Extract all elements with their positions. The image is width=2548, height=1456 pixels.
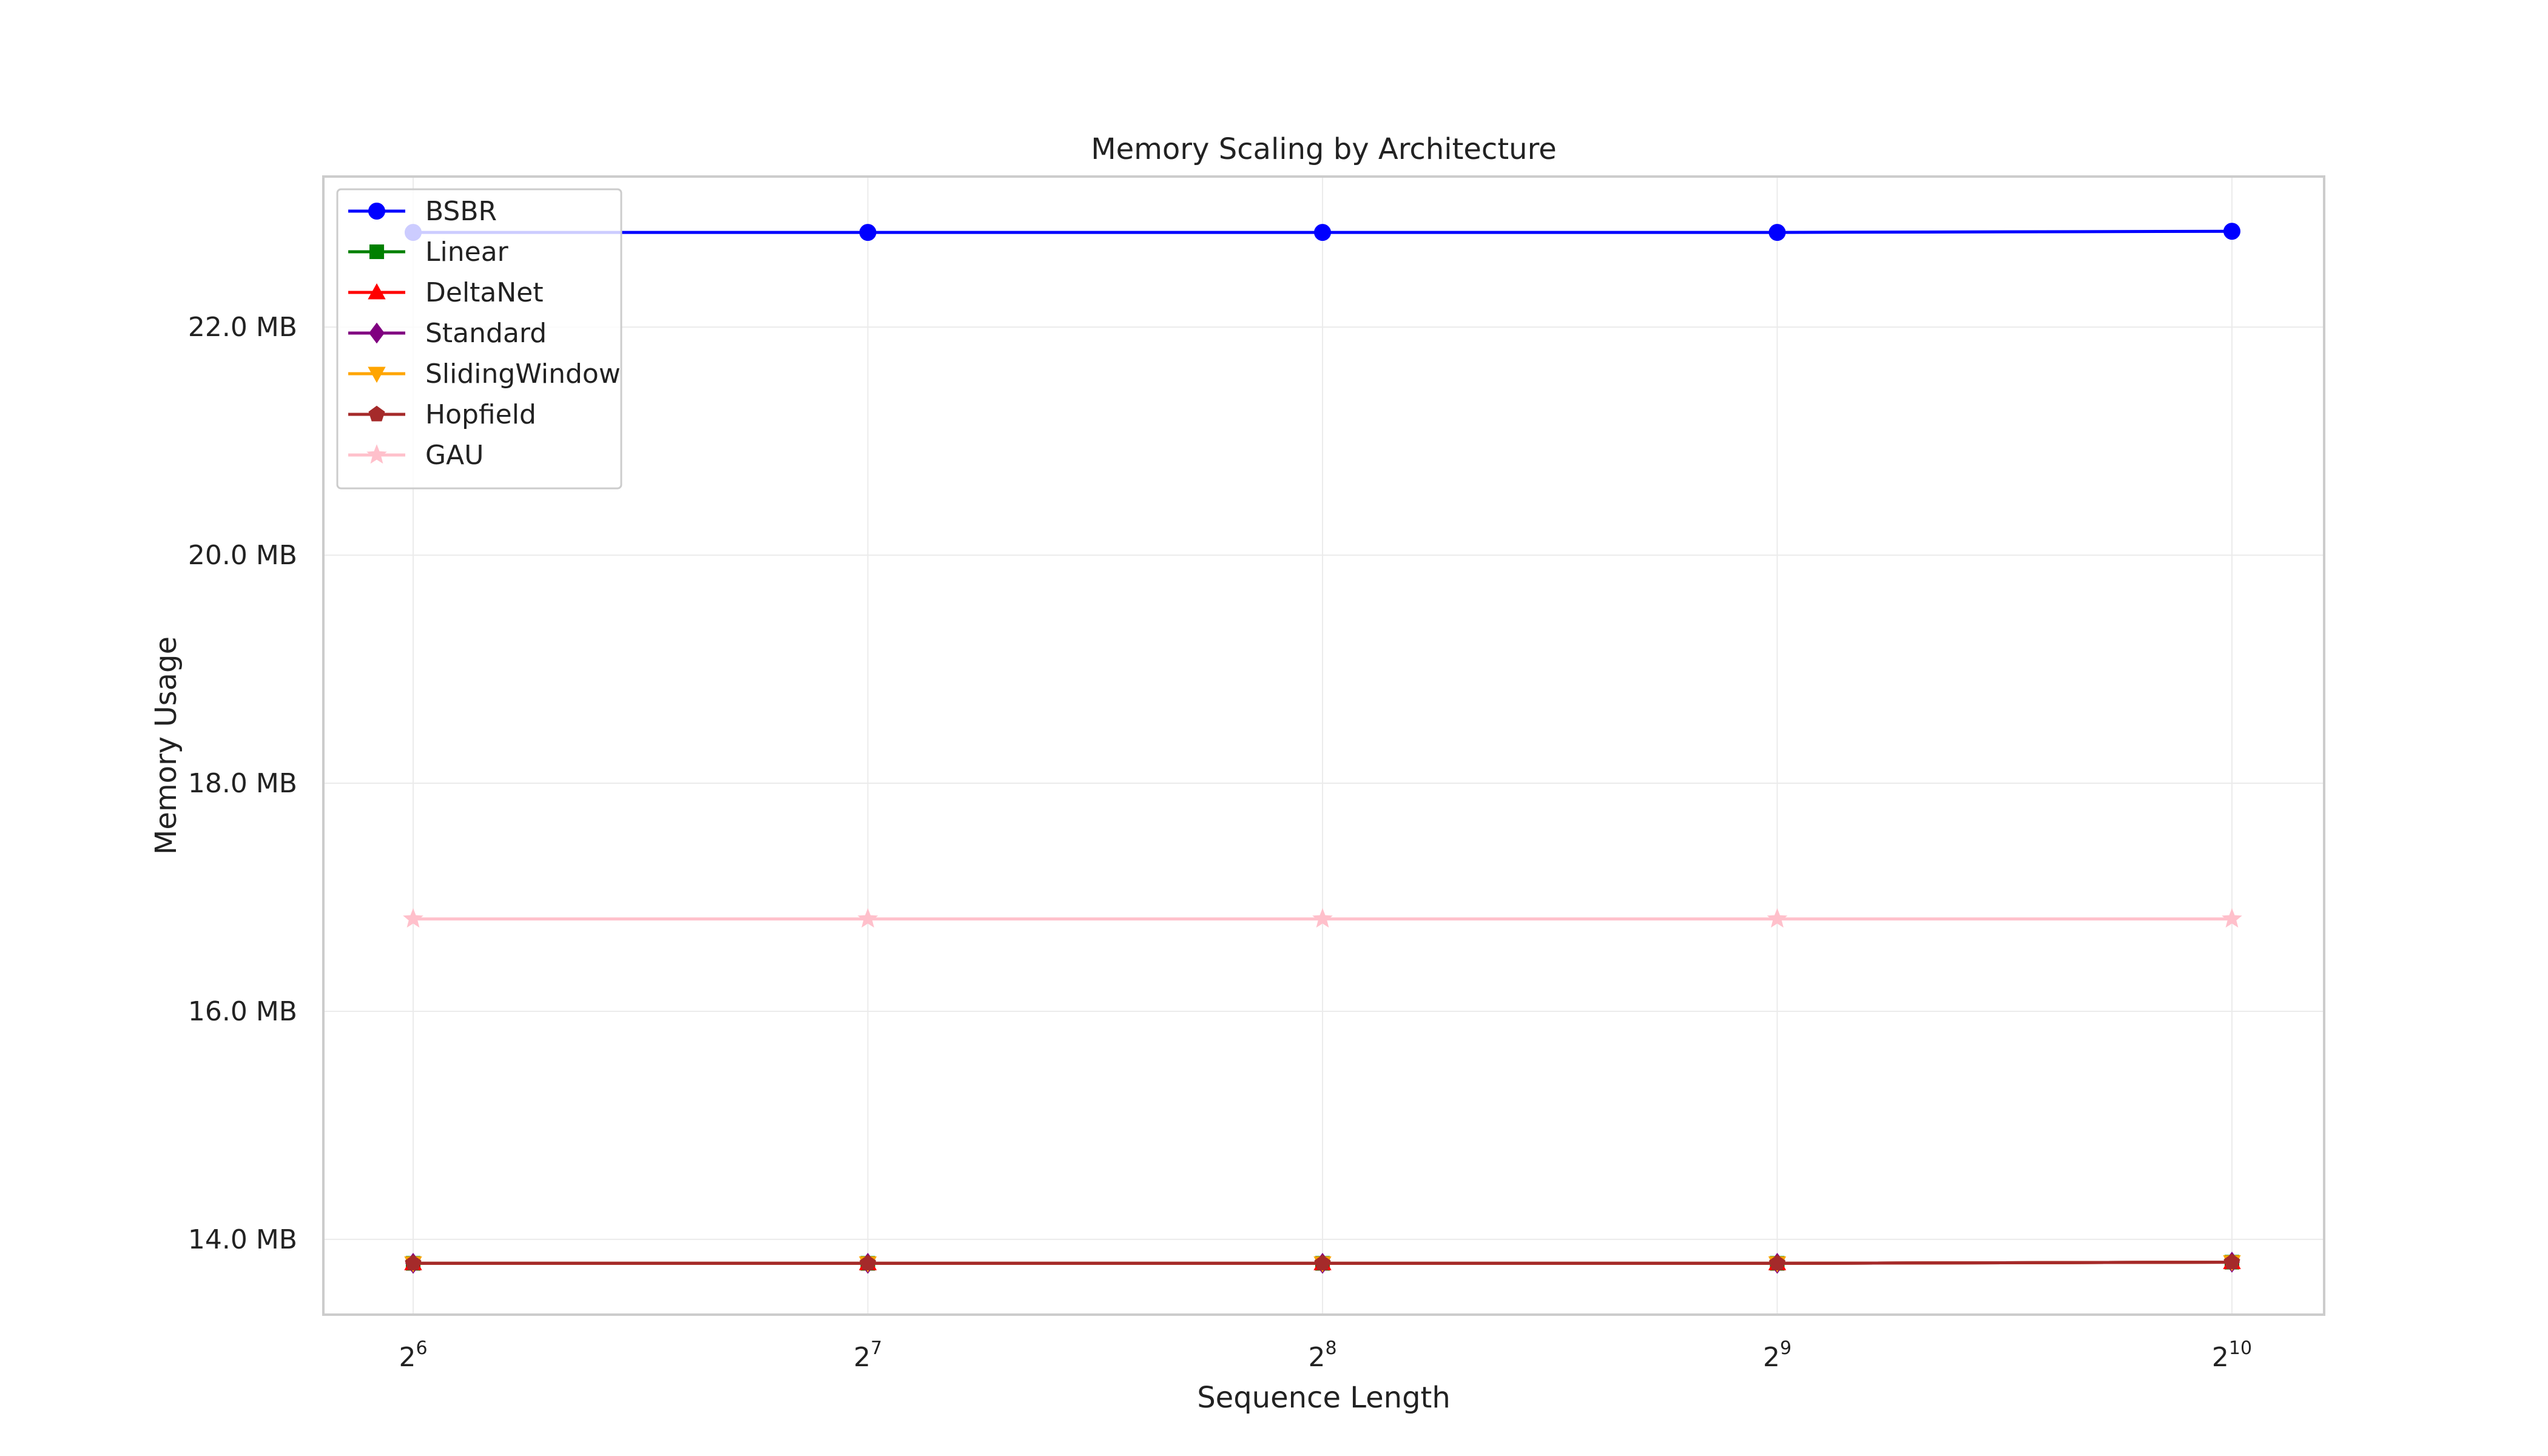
y-tick-label: 20.0 MB: [188, 540, 297, 571]
legend-item-bsbr: BSBR: [348, 196, 497, 227]
x-tick-label: 26: [399, 1338, 427, 1373]
data-point-gau: [1312, 908, 1333, 928]
y-tick-label: 18.0 MB: [188, 768, 297, 799]
x-tick-label: 27: [854, 1338, 882, 1373]
data-point-hopfield: [859, 1255, 877, 1270]
y-axis-label: Memory Usage: [149, 636, 183, 855]
legend-item-gau: GAU: [348, 440, 484, 471]
chart-title: Memory Scaling by Architecture: [1091, 132, 1557, 166]
series-bsbr: [405, 223, 2240, 241]
x-tick-label: 210: [2212, 1338, 2252, 1373]
y-tick-label: 16.0 MB: [188, 996, 297, 1027]
legend-item-slidingwindow: SlidingWindow: [348, 359, 621, 389]
data-point-hopfield: [2223, 1253, 2240, 1269]
data-point-hopfield: [1314, 1255, 1331, 1270]
legend-label-hopfield: Hopfield: [425, 399, 536, 430]
legend-item-standard: Standard: [348, 318, 547, 349]
legend-marker-hopfield: [368, 405, 385, 422]
legend-label-slidingwindow: SlidingWindow: [425, 359, 621, 389]
legend-box: [336, 188, 622, 490]
y-tick-label: 22.0 MB: [188, 312, 297, 343]
legend-label-linear: Linear: [425, 237, 509, 268]
series-hopfield: [405, 1253, 2240, 1270]
series-gau: [403, 908, 2242, 928]
data-point-bsbr: [1768, 224, 1786, 241]
data-point-gau: [1767, 908, 1788, 928]
legend-marker-linear: [369, 244, 385, 260]
legend-marker-standard: [369, 322, 385, 344]
legend-marker-slidingwindow: [368, 366, 386, 383]
legend-item-linear: Linear: [348, 237, 509, 268]
legend: BSBR Linear DeltaNet Standard SlidingWindow H…: [336, 188, 622, 490]
x-tick-label: 29: [1763, 1338, 1791, 1373]
y-tick-label: 14.0 MB: [188, 1224, 297, 1255]
legend-item-deltanet: DeltaNet: [348, 277, 544, 308]
legend-label-bsbr: BSBR: [425, 196, 497, 227]
data-point-bsbr: [859, 224, 877, 241]
legend-marker-bsbr: [368, 203, 385, 220]
plot-area-frame: [322, 175, 2325, 1316]
legend-label-deltanet: DeltaNet: [425, 277, 544, 308]
data-point-gau: [403, 908, 423, 928]
legend-marker-deltanet: [368, 283, 386, 300]
legend-item-hopfield: Hopfield: [348, 399, 536, 430]
data-point-gau: [2222, 908, 2242, 928]
grid: [323, 177, 2324, 1315]
legend-label-standard: Standard: [425, 318, 547, 349]
data-point-gau: [857, 908, 878, 928]
legend-label-gau: GAU: [425, 440, 484, 471]
data-point-bsbr: [2223, 223, 2240, 240]
x-tick-label: 28: [1308, 1338, 1336, 1373]
data-point-hopfield: [405, 1255, 422, 1270]
legend-marker-gau: [366, 444, 387, 464]
x-axis-label: Sequence Length: [1197, 1381, 1451, 1415]
data-point-hopfield: [1768, 1255, 1786, 1270]
tick-labels: 26 27 28 29 210 14.0 MB 16.0 MB 18.0 MB 20.0 MB 2…: [188, 312, 2252, 1373]
data-point-bsbr: [1314, 224, 1331, 241]
